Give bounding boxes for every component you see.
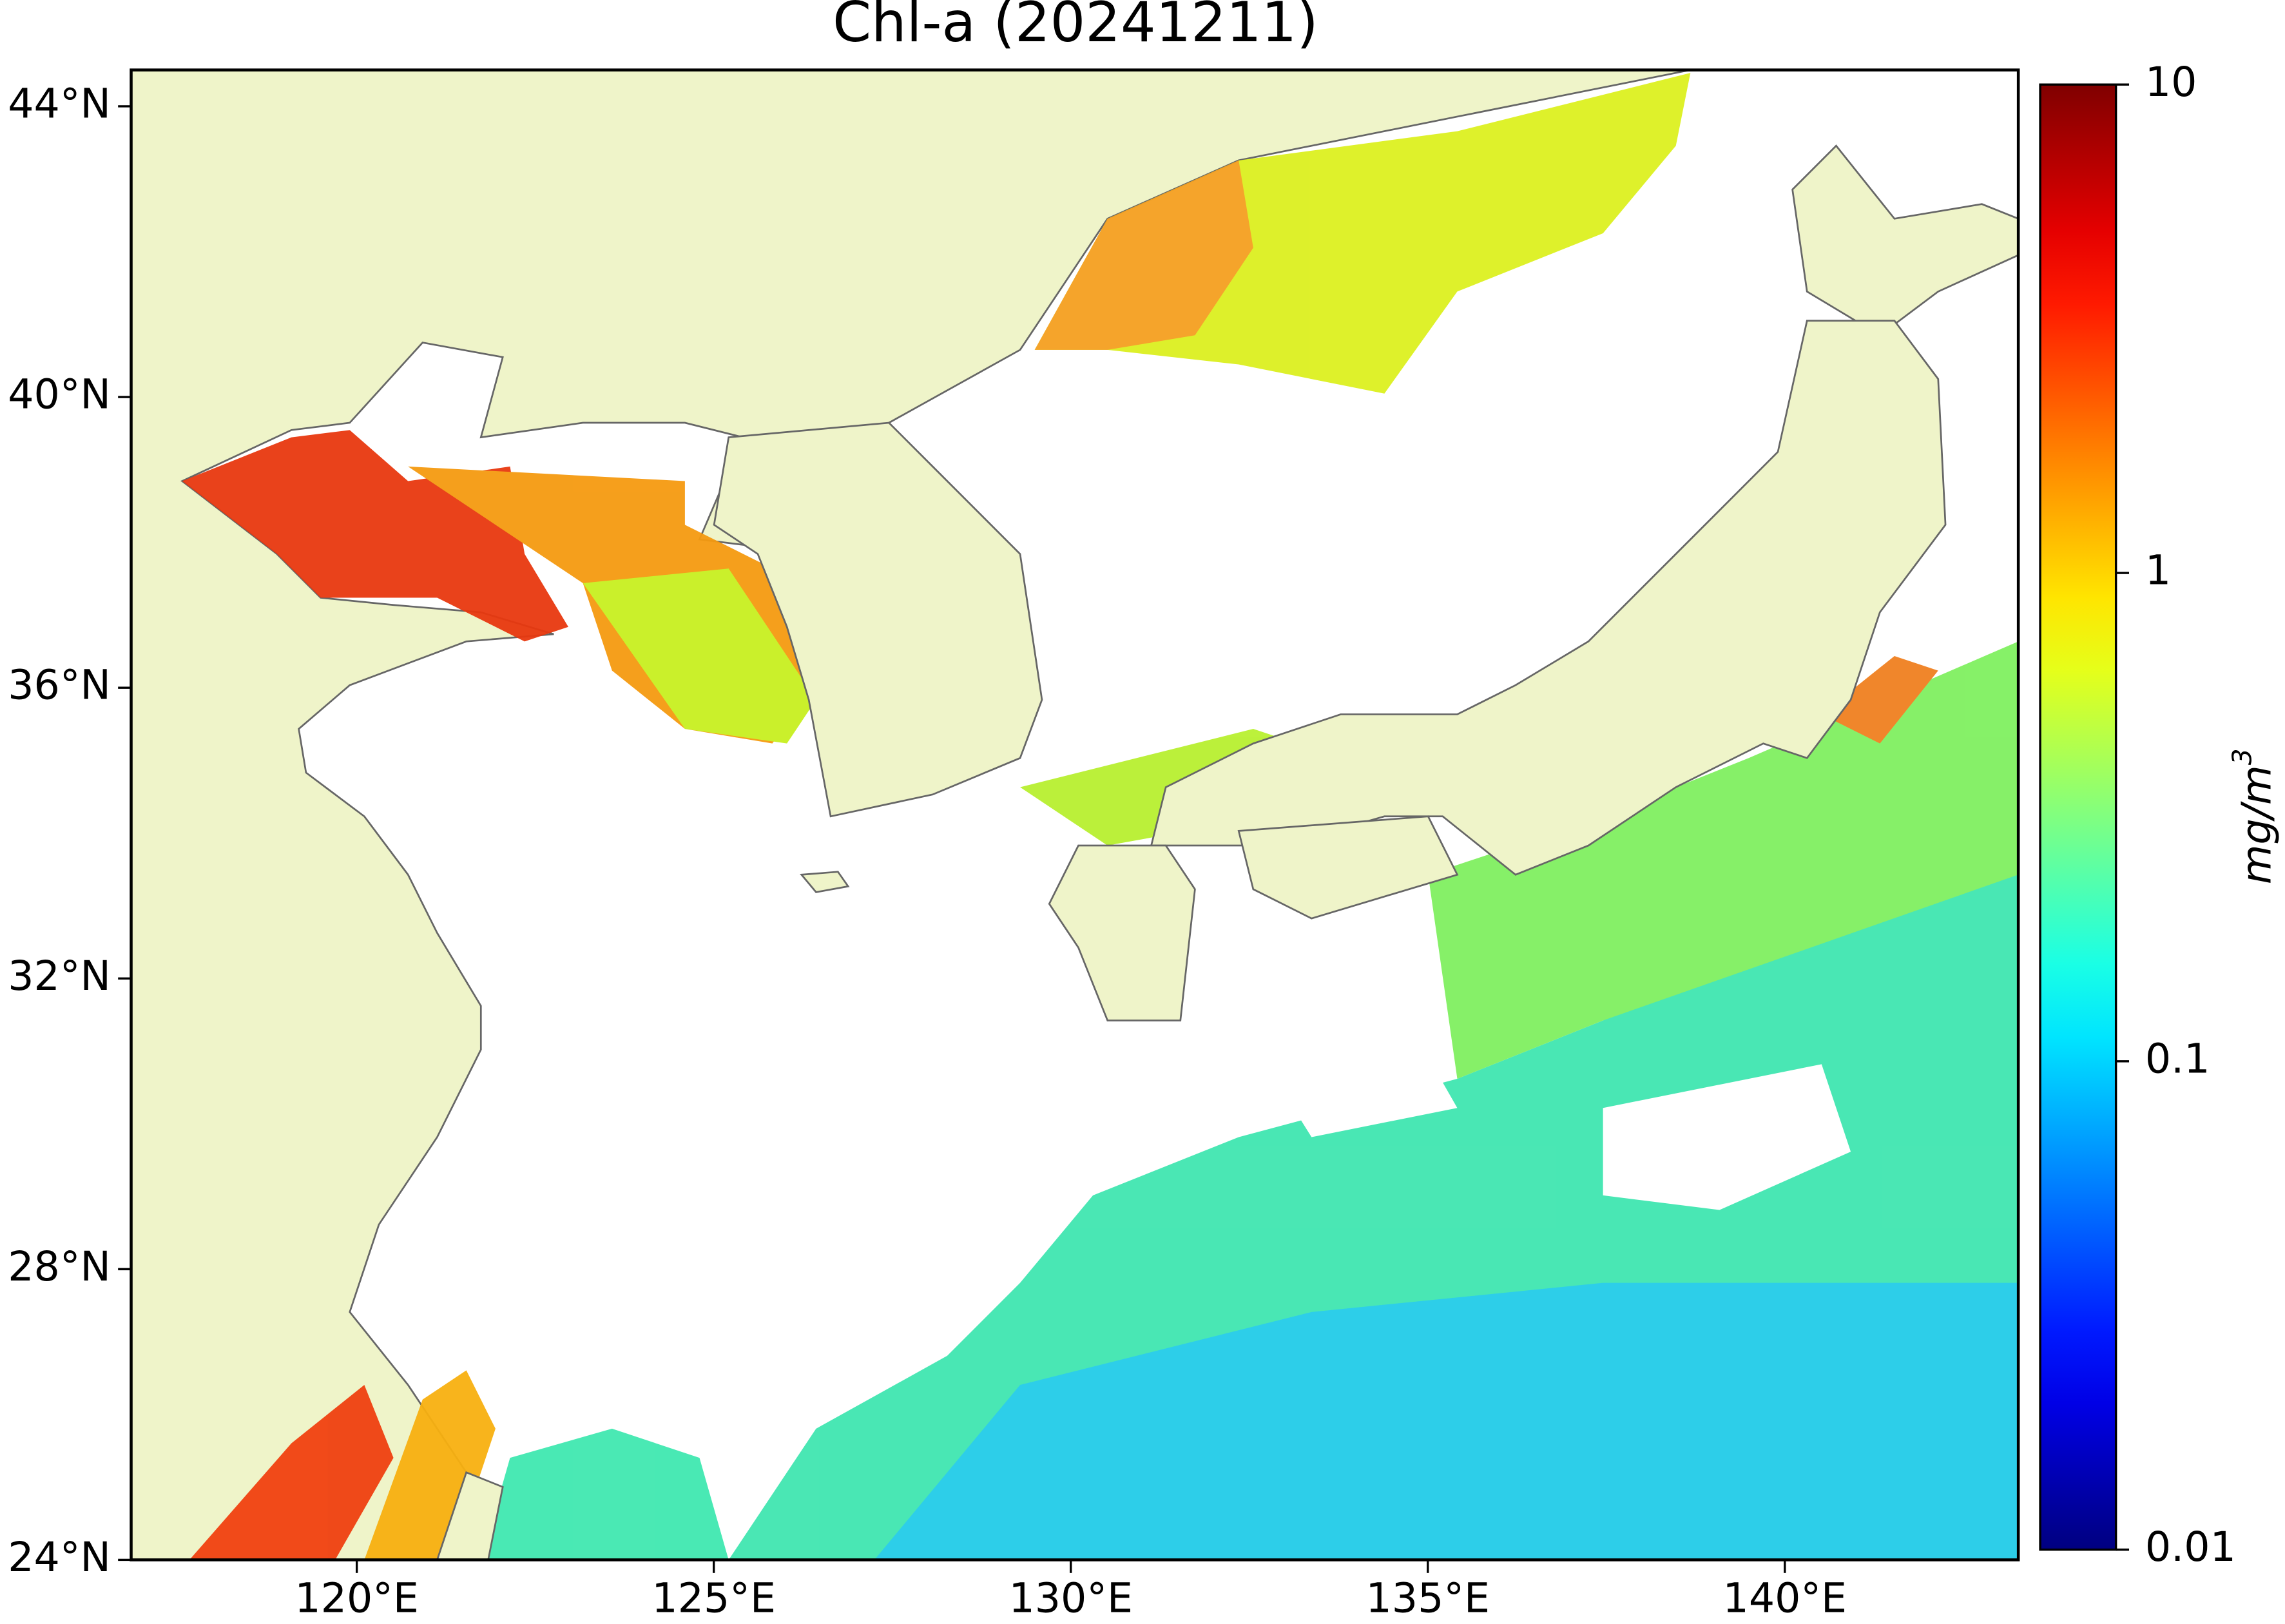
chl-patch — [1428, 641, 2019, 1079]
map-frame — [130, 68, 2020, 1561]
cloud-gap — [1603, 1064, 1851, 1210]
x-tick-label: 125°E — [651, 1574, 776, 1621]
colorbar-label-text: mg/m — [2232, 765, 2280, 884]
x-tick-label: 130°E — [1008, 1574, 1133, 1621]
map-area — [131, 70, 2019, 1560]
colorbar-tick-label: 10 — [2145, 58, 2197, 106]
chl-patch — [481, 1428, 729, 1560]
x-tick-label: 135°E — [1366, 1574, 1490, 1621]
colorbar-label-superscript: 3 — [2227, 748, 2258, 765]
chl-patch — [189, 1385, 394, 1560]
cloud-gap — [1239, 1005, 1458, 1137]
shikoku — [1237, 815, 1459, 920]
x-tick-label: 120°E — [294, 1574, 419, 1621]
taiwan — [436, 1471, 504, 1560]
colorbar — [2039, 83, 2117, 1551]
y-tick-label: 32°N — [8, 952, 111, 1000]
land-masses — [436, 144, 2019, 1560]
colorbar-label: mg/m3 — [2227, 748, 2280, 884]
jeju — [800, 871, 850, 893]
y-tick-label: 44°N — [8, 80, 111, 128]
chlorophyll-field — [182, 73, 2019, 1560]
kyushu — [1048, 844, 1196, 1021]
hokkaido — [1791, 144, 2019, 336]
korea — [713, 421, 1043, 818]
y-tick-label: 36°N — [8, 661, 111, 709]
y-tick-label: 40°N — [8, 371, 111, 418]
chl-patch — [1034, 160, 1253, 350]
x-tick-label: 140°E — [1723, 1574, 1847, 1621]
honshu — [1150, 320, 1947, 876]
colorbar-tick-label: 0.1 — [2145, 1034, 2210, 1082]
chl-patch — [1821, 655, 1938, 744]
y-tick-label: 24°N — [8, 1533, 111, 1581]
colorbar-tick-label: 0.01 — [2145, 1523, 2236, 1571]
chl-patch — [874, 1282, 2019, 1560]
colorbar-tick-label: 1 — [2145, 546, 2171, 594]
map-title: Chl-a (20241211) — [833, 0, 1318, 55]
y-tick-label: 28°N — [8, 1242, 111, 1290]
